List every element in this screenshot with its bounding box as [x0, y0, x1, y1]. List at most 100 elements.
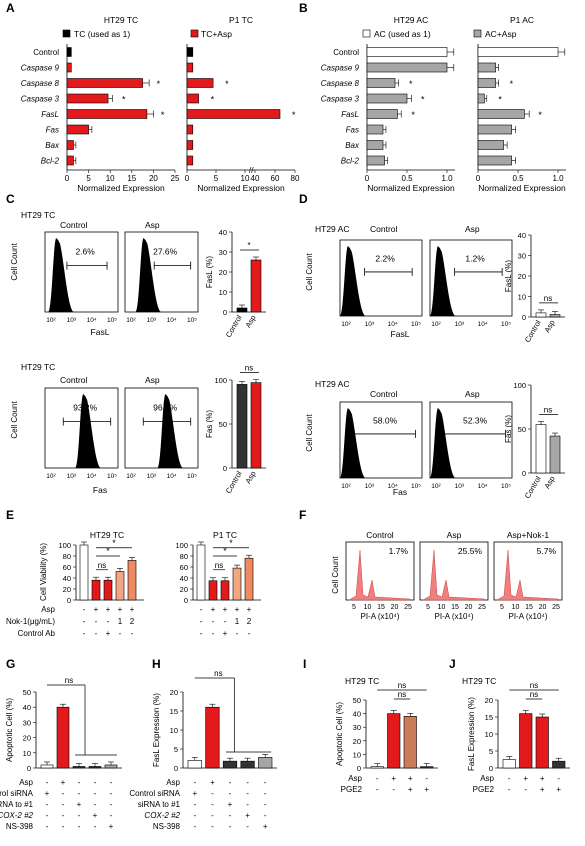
D-h2-pct: 1.2%: [465, 253, 485, 263]
gene-label: FasL: [41, 110, 59, 119]
E-row-value: -: [83, 629, 86, 638]
B-p1-bar: [477, 62, 496, 73]
E-p1-ytick-label: 80: [180, 552, 188, 561]
J-bar: [502, 759, 516, 769]
gene-label: Caspase 8: [321, 79, 360, 88]
J-row-value: -: [524, 785, 527, 794]
D-h3-tick: 10⁵: [411, 483, 421, 490]
G-row-value: -: [78, 822, 81, 831]
G-row-value: -: [46, 800, 49, 809]
F-control-tick: 20: [391, 604, 399, 611]
G-bar: [40, 764, 54, 769]
F-asp-tick: 15: [451, 604, 459, 611]
E-ht29-ytick-label: 0: [67, 596, 71, 605]
B-ht29-sig: *: [421, 95, 425, 105]
E-ht29-bar: [127, 560, 137, 601]
H-row-value: -: [211, 800, 214, 809]
C-h3-tick: 10⁵: [107, 473, 117, 480]
B-ht29-bar: [366, 109, 398, 119]
H-row-label: Control siRNA: [129, 789, 180, 798]
H-ytick-label: 5: [174, 745, 178, 754]
H-bar: [187, 760, 202, 769]
I-ytick-label: 20: [353, 737, 361, 746]
panel-letter-D: D: [299, 192, 308, 206]
C-h1-tick: 10⁵: [107, 317, 117, 324]
C-h3-tick: 10³: [67, 473, 77, 480]
C-asp-title: Asp: [145, 220, 160, 230]
C-h2-tick: 10³: [147, 317, 157, 324]
I-ns2-label: ns: [398, 690, 406, 699]
H-row-value: -: [193, 811, 196, 820]
H-row-value: -: [264, 778, 267, 787]
A-ht29-bar: [66, 155, 74, 166]
B-ht29-bar: [366, 124, 384, 135]
G-row-value: +: [77, 800, 82, 809]
C-cellcount: Cell Count: [10, 243, 19, 281]
J-row-label: Asp: [480, 774, 494, 783]
B-p1-tick-label: 0.5: [512, 174, 524, 183]
G-row-value: -: [46, 778, 49, 787]
A-p1-sig: *: [225, 79, 229, 89]
gene-label: Caspase 3: [21, 95, 60, 104]
H-ytick-label: 20: [170, 688, 178, 697]
F-control-title: Control: [366, 530, 394, 540]
A-ht29-bar: [66, 109, 148, 119]
H-row-value: +: [263, 822, 268, 831]
D-fas-sig: ns: [544, 406, 552, 415]
C-h1-peak: [48, 238, 75, 312]
H-row-value: -: [229, 789, 232, 798]
A-p1-tick-label: 10: [241, 174, 250, 183]
E-p1-sig3-label: ns: [215, 561, 223, 570]
H-row-label: siRNA to #1: [138, 800, 181, 809]
D-h2-tick: 10⁵: [501, 321, 511, 328]
E-ylabel: Cell Viability (%): [39, 543, 48, 601]
D-bottom-title: HT29 AC: [315, 379, 350, 389]
I-row-value: +: [408, 774, 413, 783]
E-row-value: -: [200, 629, 203, 638]
E-ht29-bar: [103, 579, 113, 601]
B-ht29-tick-label: 0.5: [401, 174, 413, 183]
G-row-value: -: [62, 822, 65, 831]
I-row-value: -: [425, 774, 428, 783]
E-row-label: Asp: [41, 605, 55, 614]
D-fas-cat: Asp: [542, 475, 556, 491]
E-p1-sig2-label: *: [223, 546, 227, 556]
D-h4-peak: [429, 408, 456, 478]
H-row-value: +: [210, 778, 215, 787]
F-asp-title: Asp: [447, 530, 462, 540]
J-row-value: -: [508, 774, 511, 783]
C-control-title: Control: [60, 220, 88, 230]
H-ytick-label: 0: [174, 764, 178, 773]
G-bar: [72, 766, 86, 769]
A-ht29-bar: [66, 47, 72, 57]
F-cellcount: Cell Count: [331, 556, 340, 594]
H-row-value: -: [264, 789, 267, 798]
E-ht29-bar: [79, 544, 89, 601]
J-ytick-label: 5: [489, 747, 493, 756]
D-h2-peak: [429, 246, 456, 316]
A-p1-bar: [186, 47, 194, 57]
D-fasl-ytick-label: 0: [522, 313, 526, 322]
C-fas-bar: [236, 384, 248, 469]
C-fasl-ytick-label: 20: [219, 268, 227, 277]
G-row-label: NS-398: [6, 822, 34, 831]
A-p1-bar: [186, 109, 281, 119]
I-bar: [387, 713, 401, 769]
J-ytick-label: 15: [485, 713, 493, 722]
G-row-value: -: [46, 811, 49, 820]
gene-label: Control: [33, 48, 59, 57]
D-asp: Asp: [465, 224, 480, 234]
E-row-value: +: [106, 605, 111, 614]
E-row-value: 1: [235, 617, 240, 626]
G-row-value: -: [46, 822, 49, 831]
B-ht29-tick-label: 0: [365, 174, 370, 183]
D-fas-bar: [535, 424, 547, 474]
F-asp-tick: 20: [465, 604, 473, 611]
C-top-title: HT29 TC: [21, 210, 55, 220]
J-ytick-label: 0: [489, 764, 493, 773]
G-ytick-label: 50: [23, 688, 31, 697]
B-ht29-sig: *: [411, 110, 415, 120]
D-fasl-ylabel: FasL (%): [504, 260, 513, 292]
E-row-value: -: [212, 629, 215, 638]
G-ytick-label: 10: [23, 749, 31, 758]
